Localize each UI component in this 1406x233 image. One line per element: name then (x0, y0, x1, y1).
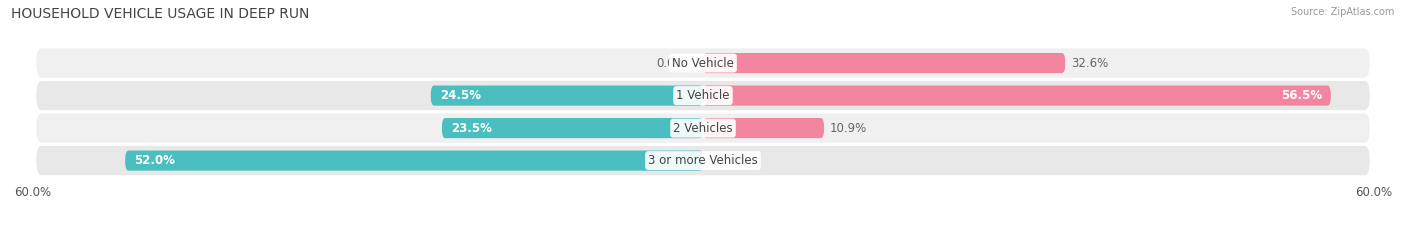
Text: 32.6%: 32.6% (1071, 57, 1108, 70)
Text: 23.5%: 23.5% (451, 122, 492, 135)
FancyBboxPatch shape (430, 86, 703, 106)
Text: 10.9%: 10.9% (830, 122, 868, 135)
FancyBboxPatch shape (37, 81, 1369, 110)
Text: 52.0%: 52.0% (134, 154, 174, 167)
FancyBboxPatch shape (703, 118, 824, 138)
FancyBboxPatch shape (703, 86, 1331, 106)
FancyBboxPatch shape (37, 48, 1369, 78)
Text: 0.0%: 0.0% (720, 154, 749, 167)
Text: No Vehicle: No Vehicle (672, 57, 734, 70)
Text: HOUSEHOLD VEHICLE USAGE IN DEEP RUN: HOUSEHOLD VEHICLE USAGE IN DEEP RUN (11, 7, 309, 21)
FancyBboxPatch shape (37, 146, 1369, 175)
Text: 60.0%: 60.0% (14, 186, 51, 199)
FancyBboxPatch shape (703, 53, 1066, 73)
Text: 1 Vehicle: 1 Vehicle (676, 89, 730, 102)
Text: 0.0%: 0.0% (657, 57, 686, 70)
FancyBboxPatch shape (37, 113, 1369, 143)
FancyBboxPatch shape (441, 118, 703, 138)
FancyBboxPatch shape (125, 151, 703, 171)
Text: Source: ZipAtlas.com: Source: ZipAtlas.com (1291, 7, 1395, 17)
Text: 24.5%: 24.5% (440, 89, 481, 102)
Text: 3 or more Vehicles: 3 or more Vehicles (648, 154, 758, 167)
Text: 2 Vehicles: 2 Vehicles (673, 122, 733, 135)
Text: 60.0%: 60.0% (1355, 186, 1392, 199)
Text: 56.5%: 56.5% (1281, 89, 1322, 102)
